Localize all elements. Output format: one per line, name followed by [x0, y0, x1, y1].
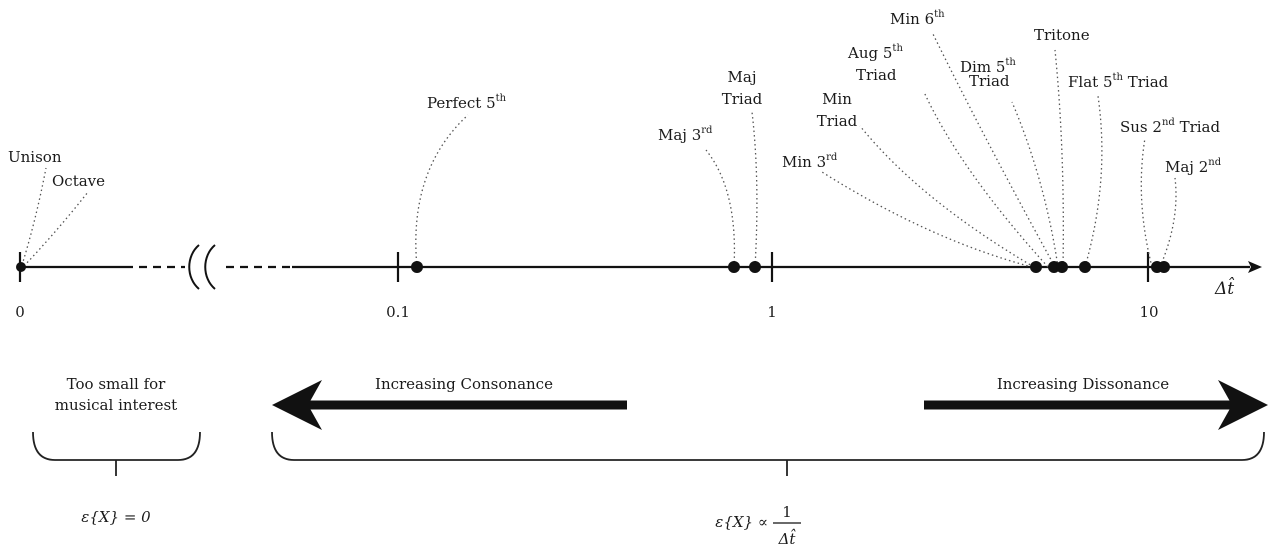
label-perfect-5th: Perfect 5th	[427, 93, 507, 112]
right-formula-left: ε{X} ∝	[715, 513, 768, 531]
point-perfect-5th	[411, 261, 423, 273]
label-maj-triad: Maj Triad	[722, 68, 763, 108]
right-region: Increasing Consonance Increasing Dissona…	[271, 375, 1268, 548]
leader-aug-5th-triad	[923, 91, 1049, 268]
tick-label-10: 10	[1139, 303, 1158, 321]
label-maj-3rd: Maj 3rd	[658, 125, 713, 144]
dissonance-arrow-icon	[924, 380, 1268, 430]
leader-lines	[21, 31, 1177, 268]
label-min-triad: Min Triad	[817, 90, 858, 130]
leader-maj-2nd	[1159, 177, 1177, 268]
leader-maj-triad	[751, 111, 758, 268]
leader-min-3rd	[821, 171, 1033, 268]
label-flat-5th-triad: Flat 5th Triad	[1068, 72, 1169, 91]
left-formula: ε{X} = 0	[81, 508, 151, 526]
leader-unison	[21, 167, 47, 266]
label-octave: Octave	[52, 172, 105, 190]
right-formula-denominator: Δt̂	[778, 529, 797, 548]
point-maj-triad	[749, 261, 761, 273]
axis-break-icon	[188, 244, 216, 290]
left-region: Too small for musical interest ε{X} = 0	[32, 375, 201, 526]
label-unison: Unison	[8, 148, 62, 166]
label-aug-5th-triad: Aug 5th Triad	[847, 43, 903, 84]
left-region-text-line2: musical interest	[55, 396, 177, 414]
label-sus-2nd-triad: Sus 2nd Triad	[1120, 117, 1220, 136]
label-dim-5th-triad: Dim 5th Triad	[960, 57, 1016, 90]
leader-tritone	[1054, 49, 1064, 268]
dissonance-label: Increasing Dissonance	[997, 375, 1169, 393]
left-region-text-line1: Too small for	[67, 375, 166, 393]
interval-labels: Unison Octave Perfect 5th Maj 3rd Maj Tri…	[8, 9, 1222, 190]
point-min-3rd	[1030, 261, 1042, 273]
consonance-label: Increasing Consonance	[375, 375, 553, 393]
label-maj-2nd: Maj 2nd	[1165, 157, 1222, 176]
consonance-arrow-icon	[272, 380, 627, 430]
leader-dim-5th-triad	[1011, 101, 1059, 268]
label-tritone: Tritone	[1034, 26, 1090, 44]
point-unison	[16, 262, 26, 272]
tick-label-0: 0	[15, 303, 25, 321]
axis-arrowhead-icon	[1248, 261, 1262, 273]
tick-label-0.1: 0.1	[386, 303, 410, 321]
left-brace	[32, 431, 201, 461]
right-brace	[271, 431, 1265, 461]
axis: 0 0.1 1 10 Δt̂	[15, 244, 1262, 321]
point-flat-5th-triad	[1079, 261, 1091, 273]
tick-label-1: 1	[767, 303, 777, 321]
label-min-3rd: Min 3rd	[782, 152, 838, 171]
leader-maj-3rd	[705, 149, 736, 268]
point-maj-2nd	[1158, 261, 1170, 273]
leader-min-triad	[859, 125, 1035, 268]
axis-variable-label: Δt̂	[1214, 277, 1235, 299]
leader-min-6th	[931, 31, 1056, 268]
leader-sus-2nd-triad	[1140, 137, 1153, 268]
interval-points	[16, 261, 1170, 273]
leader-perfect-5th	[415, 114, 469, 268]
leader-octave	[23, 191, 89, 267]
point-maj-3rd	[728, 261, 740, 273]
point-dim-5th-triad	[1056, 261, 1068, 273]
label-min-6th: Min 6th	[890, 9, 945, 28]
right-formula-numerator: 1	[782, 503, 792, 521]
leader-flat-5th-triad	[1084, 95, 1103, 268]
